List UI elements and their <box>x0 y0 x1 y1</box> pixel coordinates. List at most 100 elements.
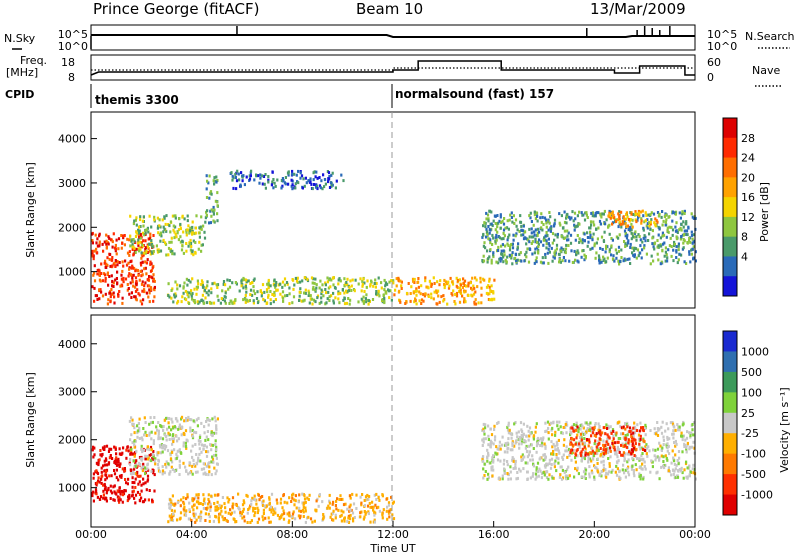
rti-cell <box>667 427 670 431</box>
rti-cell <box>175 452 178 456</box>
colorbar-tick-label: 24 <box>741 152 755 165</box>
rti-cell <box>555 420 559 424</box>
rti-cell <box>588 226 591 230</box>
rti-cell <box>204 216 207 220</box>
rti-cell <box>112 285 115 288</box>
rti-cell <box>691 428 694 432</box>
rti-cell <box>487 257 490 261</box>
rti-cell <box>103 448 106 451</box>
rti-cell <box>362 277 365 281</box>
rti-cell <box>105 242 108 246</box>
rti-cell <box>293 172 296 176</box>
rti-cell <box>526 455 529 459</box>
rti-cell <box>535 256 538 260</box>
rti-cell <box>205 187 208 191</box>
rti-cell <box>492 460 495 464</box>
rti-cell <box>659 236 662 240</box>
rti-cell <box>391 501 394 505</box>
rti-cell <box>580 475 583 479</box>
rti-cell <box>482 232 485 236</box>
rti-cell <box>229 508 232 512</box>
rti-cell <box>647 445 650 449</box>
rti-cell <box>614 452 617 456</box>
rti-cell <box>275 498 278 502</box>
rti-cell <box>144 472 147 476</box>
rti-cell <box>594 465 597 469</box>
rti-cell <box>282 494 285 498</box>
rti-cell <box>656 239 659 242</box>
rti-cell <box>208 470 211 474</box>
rti-cell <box>133 454 136 458</box>
rti-cell <box>92 273 95 277</box>
rti-cell <box>173 448 176 452</box>
rti-cell <box>195 418 198 422</box>
rti-cell <box>552 449 555 453</box>
rti-cell <box>621 468 624 472</box>
rti-cell <box>392 517 396 521</box>
rti-cell <box>176 455 179 459</box>
rti-cell <box>171 494 174 498</box>
rti-cell <box>640 256 643 260</box>
rti-cell <box>216 200 219 204</box>
rti-cell <box>625 211 628 215</box>
rti-cell <box>126 237 129 241</box>
rti-cell <box>361 279 364 283</box>
rti-cell <box>388 509 391 513</box>
rti-cell <box>515 224 518 228</box>
rti-cell <box>101 279 105 283</box>
rti-cell <box>545 476 549 479</box>
rti-cell <box>490 468 493 472</box>
rti-cell <box>502 255 505 259</box>
rti-cell <box>645 452 648 456</box>
rti-cell <box>168 417 171 420</box>
rti-cell <box>531 240 534 244</box>
rti-cell <box>653 241 657 245</box>
rti-cell <box>562 453 565 457</box>
rti-cell <box>579 432 582 436</box>
rti-cell <box>104 279 107 283</box>
rti-cell <box>180 433 183 437</box>
rti-cell <box>169 500 172 504</box>
rti-cell <box>585 213 588 217</box>
rti-cell <box>486 213 490 217</box>
rti-cell <box>599 472 602 476</box>
rti-cell <box>167 433 170 437</box>
rti-cell <box>581 249 584 253</box>
colorbar-swatch <box>723 433 737 455</box>
rti-cell <box>327 286 330 290</box>
rti-cell <box>129 214 132 218</box>
rti-cell <box>660 465 663 469</box>
rti-cell <box>311 287 315 291</box>
rti-cell <box>552 421 555 425</box>
rti-cell <box>532 223 535 227</box>
rti-cell <box>494 222 497 225</box>
rti-cell <box>540 220 543 224</box>
rti-cell <box>281 290 285 294</box>
rti-cell <box>216 500 219 504</box>
rti-cell <box>137 233 140 237</box>
rti-cell <box>596 457 599 461</box>
rti-cell <box>491 243 494 246</box>
rti-cell <box>383 296 386 300</box>
rti-cell <box>688 252 691 256</box>
rti-cell <box>192 253 195 257</box>
rti-cell <box>557 457 560 461</box>
rti-cell <box>185 298 188 302</box>
rti-cell <box>505 226 509 230</box>
rti-cell <box>670 461 673 465</box>
rti-cell <box>182 230 185 234</box>
rti-cell <box>338 277 341 281</box>
rti-cell <box>118 500 121 504</box>
rti-cell <box>208 221 211 225</box>
rti-cell <box>685 460 688 464</box>
rti-cell <box>473 302 476 306</box>
rti-cell <box>210 287 213 291</box>
rti-cell <box>105 266 108 269</box>
rti-cell <box>531 252 534 256</box>
rti-cell <box>144 466 147 470</box>
rti-cell <box>105 499 108 503</box>
rti-cell <box>588 438 591 442</box>
rti-cell <box>542 471 545 475</box>
rti-cell <box>216 179 219 182</box>
rti-cell <box>151 452 154 456</box>
